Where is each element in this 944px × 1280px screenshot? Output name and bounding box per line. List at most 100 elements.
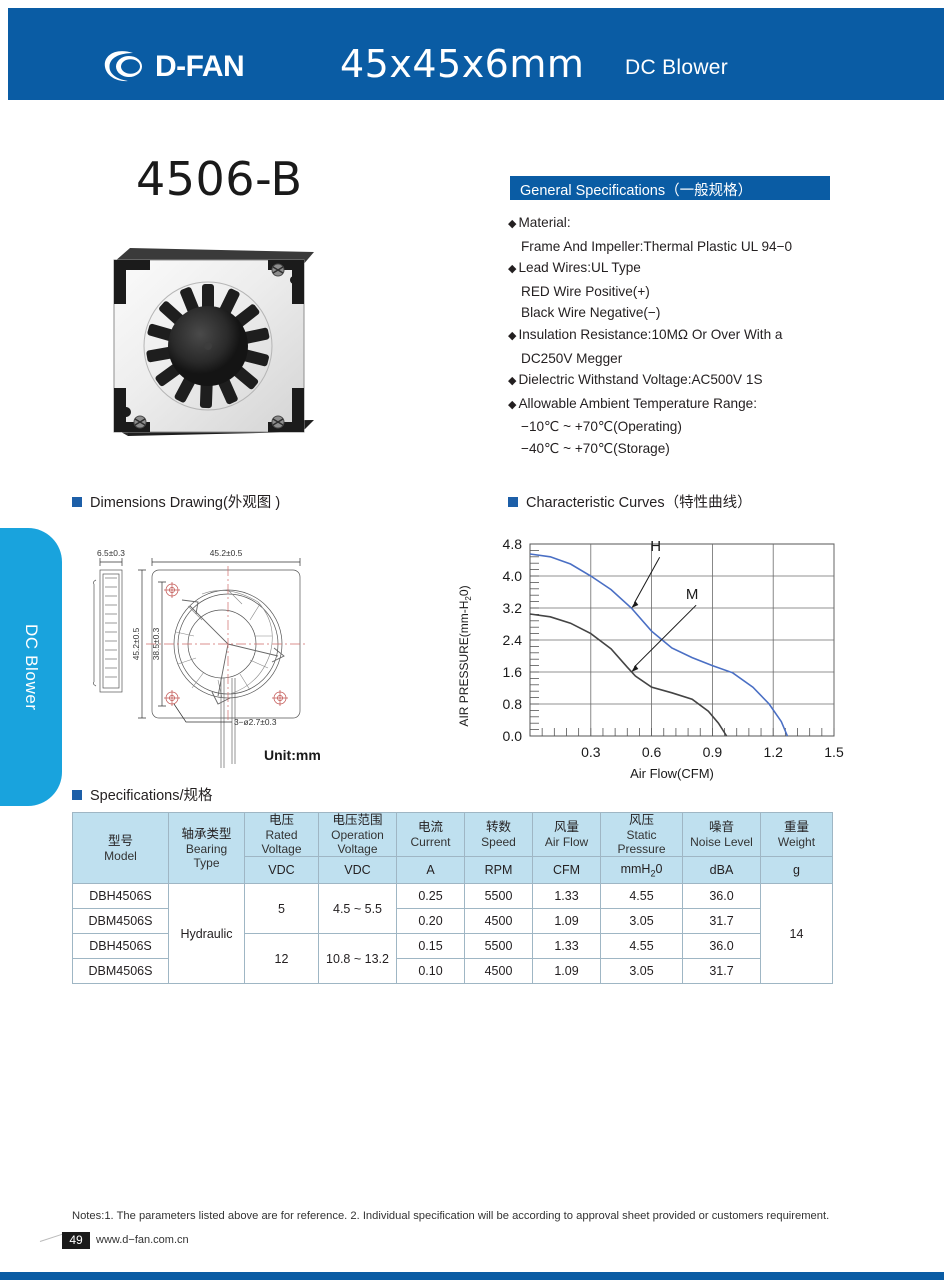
cell-noise: 31.7	[682, 908, 761, 934]
table-unit-row: VDC VDC A RPM CFM mmH20 dBA g	[73, 856, 833, 884]
general-spec-text: −10℃ ~ +70℃(Operating)	[521, 419, 682, 435]
chart-ytick-label: 1.6	[503, 664, 523, 680]
table-unit-cell: VDC	[244, 856, 319, 884]
section-characteristic-curves: Characteristic Curves（特性曲线）	[508, 491, 752, 512]
chart-ytick-label: 4.0	[503, 568, 523, 584]
general-spec-text: DC250V Megger	[521, 350, 623, 366]
section-dimensions-label: Dimensions Drawing(外观图 )	[90, 495, 281, 511]
dim-thickness-label: 6.5±0.3	[97, 548, 125, 558]
general-spec-item: Black Wire Negative(−)	[508, 302, 868, 324]
cell-speed: 5500	[464, 883, 533, 909]
header-size-title: 45x45x6mm	[340, 42, 585, 86]
general-spec-item: ◆ Insulation Resistance:10MΩ Or Over With…	[508, 324, 868, 348]
diamond-bullet-icon: ◆	[508, 329, 517, 342]
table-header-cell: 风量 Air Flow	[532, 812, 601, 857]
dim-pitch-label: 38.5±0.3	[151, 627, 161, 660]
section-specifications: Specifications/规格	[72, 784, 213, 805]
general-specs-title: General Specifications（一般规格）	[520, 183, 753, 199]
square-bullet-icon	[72, 496, 82, 507]
cell-current: 0.25	[396, 883, 465, 909]
chart-series-m	[529, 613, 728, 737]
table-row: DBH4506S Hydraulic 5 4.5 ~ 5.5 0.25 5500 1.33 4…	[72, 883, 833, 984]
footer-band	[0, 1272, 944, 1280]
general-spec-item: ◆ Allowable Ambient Temperature Range:	[508, 393, 868, 417]
cell-airflow: 1.09	[532, 958, 601, 984]
table-header-cell: 型号 Model	[72, 812, 169, 884]
general-spec-text: Black Wire Negative(−)	[521, 305, 661, 321]
diamond-bullet-icon: ◆	[508, 375, 517, 388]
diamond-bullet-icon: ◆	[508, 218, 517, 230]
square-bullet-icon	[72, 789, 82, 800]
cell-bearing-type: Hydraulic	[168, 883, 245, 984]
cell-noise: 31.7	[682, 958, 761, 984]
cell-current: 0.20	[396, 908, 465, 934]
cell-airflow: 1.33	[532, 933, 601, 959]
specifications-table-wrap: 型号 Model 轴承类型 Bearing Type 电压 Rated Voltage 电压范围…	[72, 812, 833, 984]
general-spec-text: Insulation Resistance:10MΩ Or Over With …	[518, 326, 783, 342]
cell-noise: 36.0	[682, 933, 761, 959]
table-unit-cell: A	[396, 856, 465, 884]
chart-xlabel: Air Flow(CFM)	[630, 766, 714, 781]
unit-label: Unit:mm	[264, 747, 321, 763]
cell-noise: 36.0	[682, 883, 761, 909]
diamond-bullet-icon: ◆	[508, 263, 517, 276]
page-header	[8, 8, 944, 100]
chart-label-m: M	[686, 586, 699, 603]
cell-current: 0.10	[396, 958, 465, 984]
table-unit-cell: mmH20	[600, 856, 683, 884]
chart-ytick-label: 4.8	[503, 536, 523, 552]
header-product-type: DC Blower	[625, 56, 729, 79]
section-dimensions-drawing: Dimensions Drawing(外观图 )	[72, 491, 280, 512]
general-spec-text: Dielectric Withstand Voltage:AC500V 1S	[518, 372, 763, 388]
general-specs-title-bar: General Specifications（一般规格）	[510, 176, 830, 200]
cell-weight: 14	[760, 883, 833, 984]
cell-model: DBM4506S	[72, 908, 169, 934]
table-unit-cell: VDC	[318, 856, 397, 884]
table-header-cell: 转数 Speed	[464, 812, 533, 857]
cell-airflow: 1.33	[532, 883, 601, 909]
footer-notes: Notes:1. The parameters listed above are…	[72, 1210, 830, 1222]
section-curves-label: Characteristic Curves（特性曲线）	[526, 495, 752, 511]
cell-static-pressure: 4.55	[600, 933, 683, 959]
brand-name: D-FAN	[155, 50, 245, 83]
general-spec-item: ◆ Material:	[508, 212, 868, 236]
side-tab-label: DC Blower	[22, 623, 41, 711]
chart-ytick-label: 2.4	[503, 632, 523, 648]
chart-xtick-label: 1.2	[763, 744, 783, 760]
table-row: DBH4506S 12 10.8 ~ 13.2 0.15 5500 1.33 4.55 36.…	[72, 933, 833, 984]
general-spec-text: Allowable Ambient Temperature Range:	[518, 395, 758, 411]
chart-xtick-label: 0.6	[642, 744, 662, 760]
cell-speed: 4500	[464, 908, 533, 934]
chart-ylabel: AIR PRESSURE(mm-H20)	[457, 585, 473, 726]
section-specifications-label: Specifications/规格	[90, 788, 213, 804]
general-spec-text: RED Wire Positive(+)	[521, 283, 650, 299]
footer-rule	[39, 1233, 63, 1242]
square-bullet-icon	[508, 496, 518, 507]
cell-rated-voltage: 12	[244, 933, 319, 984]
cell-static-pressure: 3.05	[600, 908, 683, 934]
cell-operation-voltage: 10.8 ~ 13.2	[318, 933, 397, 984]
footer-url[interactable]: www.d−fan.com.cn	[96, 1234, 189, 1246]
general-spec-text: Frame And Impeller:Thermal Plastic UL 94…	[521, 238, 793, 254]
table-header-cell: 轴承类型 Bearing Type	[168, 812, 245, 884]
general-spec-item: Frame And Impeller:Thermal Plastic UL 94…	[508, 236, 868, 258]
cell-operation-voltage: 4.5 ~ 5.5	[318, 883, 397, 934]
general-specs-list: ◆ Material: Frame And Impeller:Thermal Pla…	[508, 212, 868, 460]
swoosh-ellipse-icon	[104, 51, 142, 82]
general-spec-item: ◆ Lead Wires:UL Type	[508, 257, 868, 281]
dim-width-label: 45.2±0.5	[210, 548, 243, 558]
chart-label-h: H	[650, 538, 661, 555]
table-header-cell: 重量 Weight	[760, 812, 833, 857]
chart-xtick-label: 0.3	[581, 744, 601, 760]
table-unit-cell: RPM	[464, 856, 533, 884]
table-unit-cell: CFM	[532, 856, 601, 884]
table-header-cell: 风压 Static Pressure	[600, 812, 683, 857]
cell-speed: 4500	[464, 958, 533, 984]
general-spec-item: ◆ Dielectric Withstand Voltage:AC500V 1S	[508, 369, 868, 393]
cell-model: DBM4506S	[72, 958, 169, 984]
general-spec-item: RED Wire Positive(+)	[508, 281, 868, 303]
table-header-cell: 电压 Rated Voltage	[244, 812, 319, 857]
cell-current: 0.15	[396, 933, 465, 959]
cell-speed: 5500	[464, 933, 533, 959]
characteristic-curves-chart: HM 0.3 0.6 0.9 1.2 1.50.00.81.62.43.24.04.8 …	[457, 536, 844, 781]
